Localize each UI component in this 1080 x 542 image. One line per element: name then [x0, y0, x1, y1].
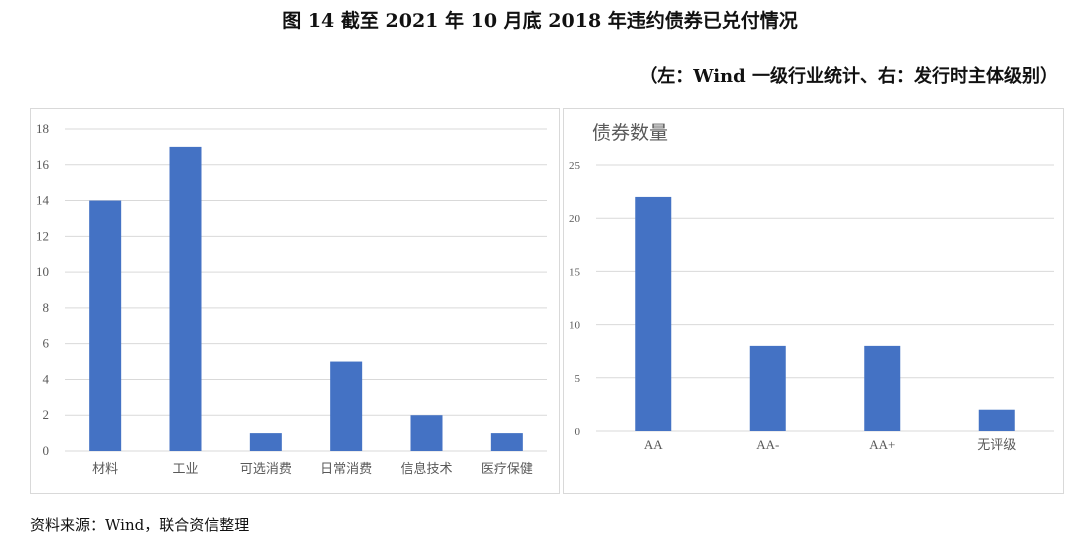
source-note: 资料来源：Wind，联合资信整理	[30, 516, 250, 534]
x-tick-label: AA+	[869, 437, 895, 452]
left-chart-panel: 0 2 4 6 8 10 12 14 16 18 材料 工业 可选消费 日常消费 信息技术 医疗保健	[30, 108, 560, 494]
y-tick-label: 0	[575, 426, 581, 438]
bar-工业	[169, 146, 202, 451]
y-tick-label: 25	[569, 160, 581, 172]
y-tick-label: 10	[36, 264, 49, 279]
y-tick-label: 5	[575, 373, 581, 385]
bar-信息技术	[410, 415, 443, 451]
x-tick-label: 医疗保健	[481, 461, 533, 476]
y-tick-label: 15	[569, 266, 581, 278]
bar-无评级	[978, 409, 1015, 431]
y-tick-label: 12	[36, 228, 49, 243]
bar-AA+	[864, 345, 901, 431]
x-tick-label: 可选消费	[240, 461, 292, 476]
x-tick-label: 工业	[172, 461, 198, 476]
y-tick-label: 0	[43, 443, 50, 458]
bar-日常消费	[330, 361, 363, 451]
y-tick-label: 20	[569, 213, 581, 225]
bar-医疗保健	[490, 433, 523, 451]
y-tick-label: 4	[43, 371, 50, 386]
y-tick-label: 10	[569, 320, 581, 332]
y-tick-label: 16	[36, 157, 50, 172]
y-tick-label: 8	[43, 300, 50, 315]
x-tick-label: 材料	[92, 461, 118, 476]
chart-title: 债券数量	[592, 122, 668, 144]
x-tick-label: AA	[644, 437, 663, 452]
y-tick-label: 14	[36, 193, 50, 208]
left-chart: 0 2 4 6 8 10 12 14 16 18 材料 工业 可选消费 日常消费 信息技术 医疗保健	[36, 121, 547, 476]
figure-subtitle: （左：Wind 一级行业统计、右：发行时主体级别）	[639, 66, 1058, 87]
right-chart: 债券数量 0 5 10 15 20 25 AA AA- AA+ 无评级	[569, 122, 1054, 452]
bar-可选消费	[249, 433, 282, 451]
x-tick-label: 信息技术	[400, 461, 452, 476]
right-chart-panel: 债券数量 0 5 10 15 20 25 AA AA- AA+ 无评级	[563, 108, 1064, 494]
y-tick-label: 18	[36, 121, 49, 136]
y-tick-label: 6	[43, 336, 50, 351]
x-tick-label: 无评级	[977, 437, 1016, 452]
x-tick-label: AA-	[756, 437, 779, 452]
y-tick-label: 2	[43, 407, 50, 422]
bar-材料	[89, 200, 122, 451]
x-tick-label: 日常消费	[320, 461, 372, 476]
figure-title: 图 14 截至 2021 年 10 月底 2018 年违约债券已兑付情况	[282, 10, 798, 32]
bar-AA-	[749, 345, 786, 431]
bar-AA	[635, 196, 672, 431]
